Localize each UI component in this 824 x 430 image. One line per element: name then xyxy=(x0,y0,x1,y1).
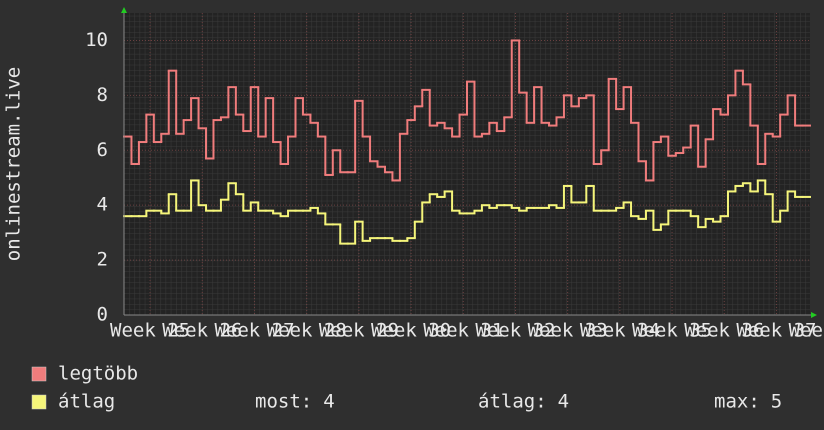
stat-value: 4 xyxy=(323,391,334,413)
x-tick-label: Week 36 xyxy=(684,320,764,342)
legend-swatch xyxy=(31,394,47,410)
x-tick-label: Week 38 xyxy=(789,320,824,342)
x-tick-label: Week 28 xyxy=(267,320,347,342)
legend-label: legtöbb xyxy=(58,363,138,385)
x-arrow xyxy=(811,312,817,318)
stat-value: 5 xyxy=(771,391,782,413)
x-tick-label: Week 25 xyxy=(110,320,190,342)
series-line xyxy=(123,179,811,245)
y-tick-label: 2 xyxy=(97,249,108,271)
stat-label: max: xyxy=(714,391,760,413)
legend-swatch xyxy=(31,366,47,382)
y-tick-label: 8 xyxy=(97,84,108,106)
x-tick-label: Week 35 xyxy=(632,320,712,342)
minor-grid xyxy=(124,13,810,315)
x-tick-label: Week 32 xyxy=(475,320,555,342)
x-tick-label: Week 34 xyxy=(580,320,660,342)
x-tick-label: Week 37 xyxy=(736,320,816,342)
stat-label: átlag: xyxy=(478,391,547,413)
legend-label: átlag xyxy=(58,391,115,413)
y-tick-label: 6 xyxy=(97,139,108,161)
x-tick-label: Week 27 xyxy=(214,320,294,342)
x-tick-label: Week 31 xyxy=(423,320,503,342)
series-line xyxy=(123,39,811,182)
y-tick-label: 0 xyxy=(97,304,108,326)
y-arrow xyxy=(121,7,127,13)
stat-label: most: xyxy=(255,391,312,413)
x-tick-label: Week 29 xyxy=(319,320,399,342)
y-tick-label: 10 xyxy=(85,29,108,51)
x-tick-label: Week 33 xyxy=(528,320,608,342)
y-tick-label: 4 xyxy=(97,194,108,216)
x-tick-label: Week 26 xyxy=(162,320,242,342)
stat-value: 4 xyxy=(558,391,569,413)
x-tick-label: Week 30 xyxy=(371,320,451,342)
y-axis-label: onlinestream.live xyxy=(3,67,25,261)
